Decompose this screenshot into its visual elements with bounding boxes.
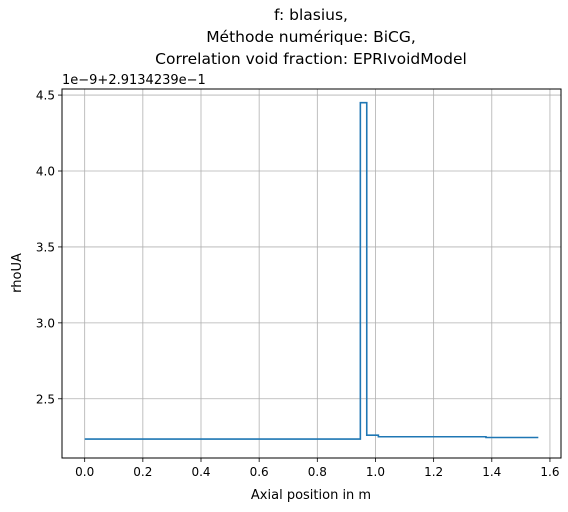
x-tick-label: 1.2 — [424, 465, 443, 479]
y-tick-label: 3.0 — [36, 316, 55, 330]
x-tick-label: 1.6 — [540, 465, 559, 479]
grid — [62, 89, 561, 458]
x-axis-label: Axial position in m — [251, 488, 371, 503]
y-tick-label: 4.0 — [36, 165, 55, 179]
y-tick-label: 2.5 — [36, 392, 55, 406]
x-tick-label: 0.2 — [133, 465, 152, 479]
y-axis: 2.5 3.0 3.5 4.0 4.5 — [36, 89, 62, 406]
x-tick-label: 1.0 — [366, 465, 385, 479]
series-line — [84, 101, 539, 440]
chart-title: f: blasius, Méthode numérique: BiCG, Cor… — [155, 6, 467, 68]
plot-frame — [61, 88, 562, 459]
x-tick-label: 0.4 — [191, 465, 210, 479]
series-layer — [84, 101, 539, 440]
title-line-3: Correlation void fraction: EPRIvoidModel — [155, 50, 467, 68]
title-line-1: f: blasius, — [274, 6, 348, 24]
y-axis-label: rhoUA — [10, 253, 25, 293]
x-tick-label: 0.0 — [75, 465, 94, 479]
x-axis: 0.0 0.2 0.4 0.6 0.8 1.0 1.2 1.4 1.6 — [75, 458, 559, 479]
x-tick-label: 1.4 — [482, 465, 501, 479]
y-offset-text: 1e−9+2.9134239e−1 — [62, 73, 206, 88]
title-line-2: Méthode numérique: BiCG, — [206, 28, 416, 46]
x-tick-label: 0.8 — [308, 465, 327, 479]
y-tick-label: 3.5 — [36, 240, 55, 254]
y-tick-label: 4.5 — [36, 89, 55, 103]
x-tick-label: 0.6 — [250, 465, 269, 479]
